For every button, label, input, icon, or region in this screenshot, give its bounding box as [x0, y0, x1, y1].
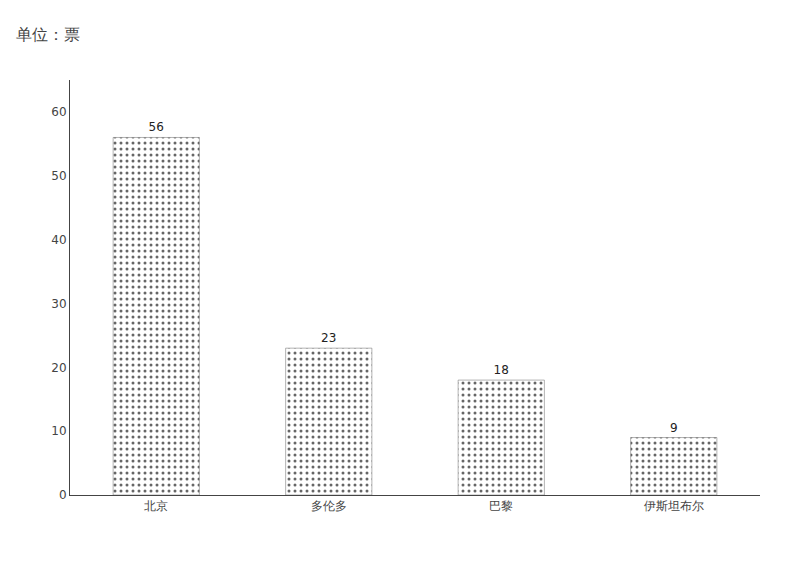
svg-text:50: 50 [51, 169, 66, 183]
svg-text:23: 23 [321, 331, 336, 345]
svg-text:40: 40 [51, 233, 66, 247]
svg-text:10: 10 [51, 424, 66, 438]
svg-text:伊斯坦布尔: 伊斯坦布尔 [644, 499, 704, 513]
svg-text:北京: 北京 [144, 499, 168, 513]
svg-text:多伦多: 多伦多 [311, 499, 347, 513]
svg-text:60: 60 [51, 105, 66, 119]
svg-text:20: 20 [51, 361, 66, 375]
svg-text:56: 56 [149, 120, 164, 134]
svg-text:18: 18 [494, 363, 509, 377]
svg-text:0: 0 [59, 488, 67, 502]
svg-text:30: 30 [51, 297, 66, 311]
svg-text:9: 9 [670, 421, 678, 435]
svg-text:巴黎: 巴黎 [489, 499, 513, 513]
svg-text:单位：票: 单位：票 [16, 25, 80, 44]
